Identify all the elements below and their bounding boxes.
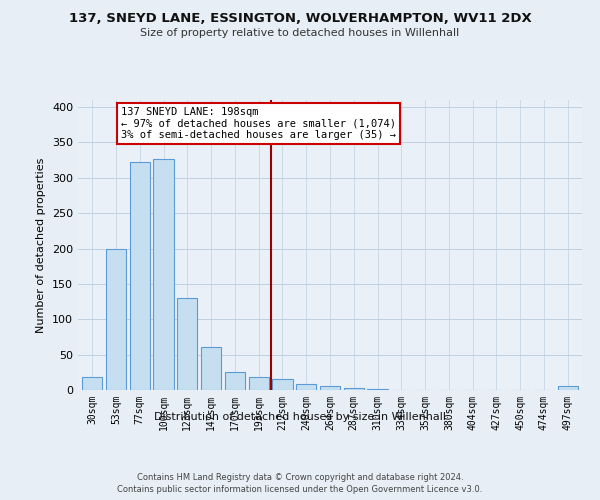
Bar — [296, 384, 316, 390]
Text: Size of property relative to detached houses in Willenhall: Size of property relative to detached ho… — [140, 28, 460, 38]
Bar — [225, 372, 245, 390]
Bar — [82, 376, 103, 390]
Bar — [177, 298, 197, 390]
Bar — [201, 347, 221, 390]
Text: 137, SNEYD LANE, ESSINGTON, WOLVERHAMPTON, WV11 2DX: 137, SNEYD LANE, ESSINGTON, WOLVERHAMPTO… — [68, 12, 532, 26]
Text: Distribution of detached houses by size in Willenhall: Distribution of detached houses by size … — [154, 412, 446, 422]
Text: 137 SNEYD LANE: 198sqm
← 97% of detached houses are smaller (1,074)
3% of semi-d: 137 SNEYD LANE: 198sqm ← 97% of detached… — [121, 107, 396, 140]
Bar — [130, 162, 150, 390]
Bar — [272, 380, 293, 390]
Text: Contains public sector information licensed under the Open Government Licence v3: Contains public sector information licen… — [118, 485, 482, 494]
Bar — [367, 388, 388, 390]
Bar — [154, 158, 173, 390]
Y-axis label: Number of detached properties: Number of detached properties — [37, 158, 46, 332]
Bar — [106, 249, 126, 390]
Text: Contains HM Land Registry data © Crown copyright and database right 2024.: Contains HM Land Registry data © Crown c… — [137, 472, 463, 482]
Bar — [320, 386, 340, 390]
Bar — [557, 386, 578, 390]
Bar — [344, 388, 364, 390]
Bar — [248, 376, 269, 390]
